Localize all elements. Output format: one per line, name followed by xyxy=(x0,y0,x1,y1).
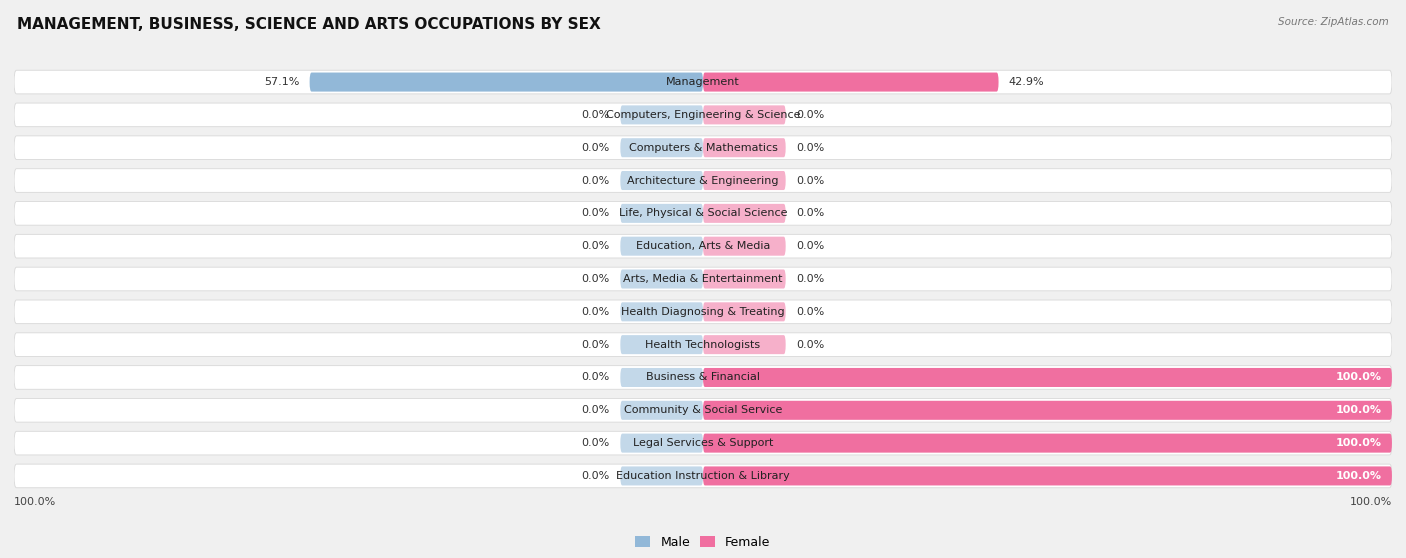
FancyBboxPatch shape xyxy=(703,368,1392,387)
Text: Education, Arts & Media: Education, Arts & Media xyxy=(636,241,770,251)
FancyBboxPatch shape xyxy=(14,300,1392,324)
Text: 0.0%: 0.0% xyxy=(796,274,824,284)
FancyBboxPatch shape xyxy=(14,398,1392,422)
FancyBboxPatch shape xyxy=(620,204,703,223)
FancyBboxPatch shape xyxy=(14,267,1392,291)
FancyBboxPatch shape xyxy=(620,237,703,256)
Text: 100.0%: 100.0% xyxy=(1350,497,1392,507)
FancyBboxPatch shape xyxy=(620,302,703,321)
FancyBboxPatch shape xyxy=(14,333,1392,357)
Text: 100.0%: 100.0% xyxy=(1336,438,1382,448)
FancyBboxPatch shape xyxy=(620,335,703,354)
FancyBboxPatch shape xyxy=(620,368,703,387)
Text: 0.0%: 0.0% xyxy=(796,340,824,350)
FancyBboxPatch shape xyxy=(703,237,786,256)
Text: Business & Financial: Business & Financial xyxy=(645,373,761,382)
Text: Computers, Engineering & Science: Computers, Engineering & Science xyxy=(606,110,800,120)
Text: 0.0%: 0.0% xyxy=(582,143,610,153)
Text: 0.0%: 0.0% xyxy=(582,208,610,218)
FancyBboxPatch shape xyxy=(703,270,786,288)
Text: 100.0%: 100.0% xyxy=(1336,405,1382,415)
FancyBboxPatch shape xyxy=(703,466,1392,485)
FancyBboxPatch shape xyxy=(14,234,1392,258)
Text: 0.0%: 0.0% xyxy=(796,241,824,251)
Text: 42.9%: 42.9% xyxy=(1010,77,1045,87)
Text: 0.0%: 0.0% xyxy=(582,110,610,120)
Text: Life, Physical & Social Science: Life, Physical & Social Science xyxy=(619,208,787,218)
FancyBboxPatch shape xyxy=(620,434,703,453)
Text: Community & Social Service: Community & Social Service xyxy=(624,405,782,415)
Text: 0.0%: 0.0% xyxy=(796,143,824,153)
FancyBboxPatch shape xyxy=(620,270,703,288)
Text: 100.0%: 100.0% xyxy=(1336,373,1382,382)
Text: 0.0%: 0.0% xyxy=(582,471,610,481)
Text: Management: Management xyxy=(666,77,740,87)
FancyBboxPatch shape xyxy=(14,70,1392,94)
Text: 0.0%: 0.0% xyxy=(582,307,610,317)
FancyBboxPatch shape xyxy=(14,201,1392,225)
FancyBboxPatch shape xyxy=(14,365,1392,389)
FancyBboxPatch shape xyxy=(14,169,1392,193)
Text: Architecture & Engineering: Architecture & Engineering xyxy=(627,176,779,185)
Text: Health Diagnosing & Treating: Health Diagnosing & Treating xyxy=(621,307,785,317)
FancyBboxPatch shape xyxy=(703,204,786,223)
Text: Legal Services & Support: Legal Services & Support xyxy=(633,438,773,448)
FancyBboxPatch shape xyxy=(620,171,703,190)
Text: Arts, Media & Entertainment: Arts, Media & Entertainment xyxy=(623,274,783,284)
Text: 0.0%: 0.0% xyxy=(796,176,824,185)
Text: 0.0%: 0.0% xyxy=(796,307,824,317)
Text: 100.0%: 100.0% xyxy=(14,497,56,507)
Text: 0.0%: 0.0% xyxy=(796,110,824,120)
FancyBboxPatch shape xyxy=(703,302,786,321)
Text: 0.0%: 0.0% xyxy=(582,176,610,185)
Text: Computers & Mathematics: Computers & Mathematics xyxy=(628,143,778,153)
Text: 0.0%: 0.0% xyxy=(582,340,610,350)
FancyBboxPatch shape xyxy=(309,73,703,92)
FancyBboxPatch shape xyxy=(620,401,703,420)
Text: 0.0%: 0.0% xyxy=(582,405,610,415)
Text: 57.1%: 57.1% xyxy=(264,77,299,87)
FancyBboxPatch shape xyxy=(703,171,786,190)
Text: 0.0%: 0.0% xyxy=(796,208,824,218)
FancyBboxPatch shape xyxy=(703,434,1392,453)
Legend: Male, Female: Male, Female xyxy=(630,531,776,554)
Text: 0.0%: 0.0% xyxy=(582,274,610,284)
Text: 0.0%: 0.0% xyxy=(582,438,610,448)
Text: 100.0%: 100.0% xyxy=(1336,471,1382,481)
FancyBboxPatch shape xyxy=(703,401,1392,420)
Text: Source: ZipAtlas.com: Source: ZipAtlas.com xyxy=(1278,17,1389,27)
Text: 0.0%: 0.0% xyxy=(582,373,610,382)
Text: MANAGEMENT, BUSINESS, SCIENCE AND ARTS OCCUPATIONS BY SEX: MANAGEMENT, BUSINESS, SCIENCE AND ARTS O… xyxy=(17,17,600,32)
FancyBboxPatch shape xyxy=(703,138,786,157)
FancyBboxPatch shape xyxy=(14,136,1392,160)
FancyBboxPatch shape xyxy=(703,105,786,124)
FancyBboxPatch shape xyxy=(14,103,1392,127)
FancyBboxPatch shape xyxy=(703,73,998,92)
FancyBboxPatch shape xyxy=(14,464,1392,488)
Text: 0.0%: 0.0% xyxy=(582,241,610,251)
Text: Education Instruction & Library: Education Instruction & Library xyxy=(616,471,790,481)
FancyBboxPatch shape xyxy=(620,466,703,485)
FancyBboxPatch shape xyxy=(14,431,1392,455)
FancyBboxPatch shape xyxy=(703,335,786,354)
Text: Health Technologists: Health Technologists xyxy=(645,340,761,350)
FancyBboxPatch shape xyxy=(620,138,703,157)
FancyBboxPatch shape xyxy=(620,105,703,124)
